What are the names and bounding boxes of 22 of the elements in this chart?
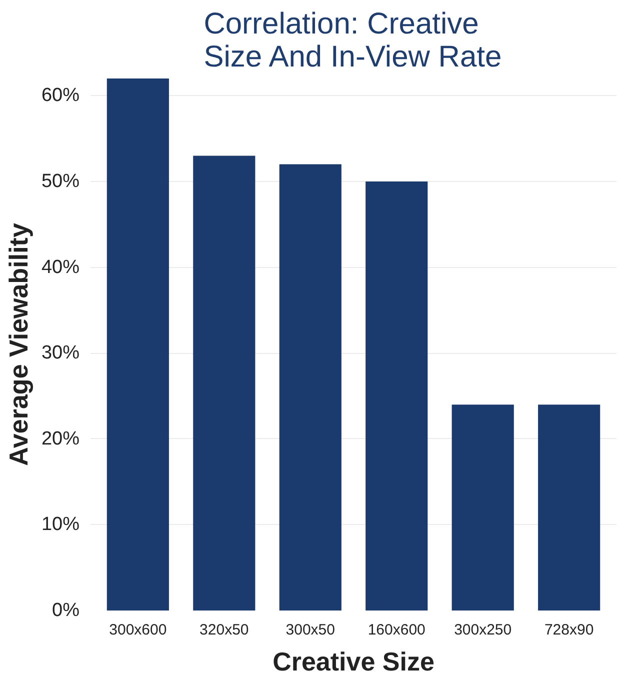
y-tick-label: 40% xyxy=(41,256,80,278)
bar xyxy=(193,156,256,610)
y-axis-title: Average Viewability xyxy=(3,222,34,466)
x-tick-label: 728x90 xyxy=(544,622,594,638)
x-tick-label: 300x50 xyxy=(286,622,335,638)
bar xyxy=(366,181,428,610)
bar xyxy=(452,404,514,610)
bar xyxy=(106,78,169,610)
bar xyxy=(279,164,342,610)
y-tick-label: 0% xyxy=(52,600,80,621)
x-tick-label: 320x50 xyxy=(200,622,249,638)
y-tick-label: 50% xyxy=(41,170,80,192)
x-tick-label: 160x600 xyxy=(368,622,426,638)
y-tick-label: 60% xyxy=(41,85,80,106)
x-tick-label: 300x600 xyxy=(109,622,167,638)
y-tick-label: 20% xyxy=(41,428,80,450)
y-tick-label: 30% xyxy=(41,342,80,364)
bar xyxy=(538,404,600,610)
x-axis-title: Creative Size xyxy=(272,646,434,676)
chart-title: Correlation: Creative Size And In-View Rate xyxy=(204,8,502,74)
y-tick-label: 10% xyxy=(41,514,80,536)
x-tick-label: 300x250 xyxy=(454,622,512,638)
